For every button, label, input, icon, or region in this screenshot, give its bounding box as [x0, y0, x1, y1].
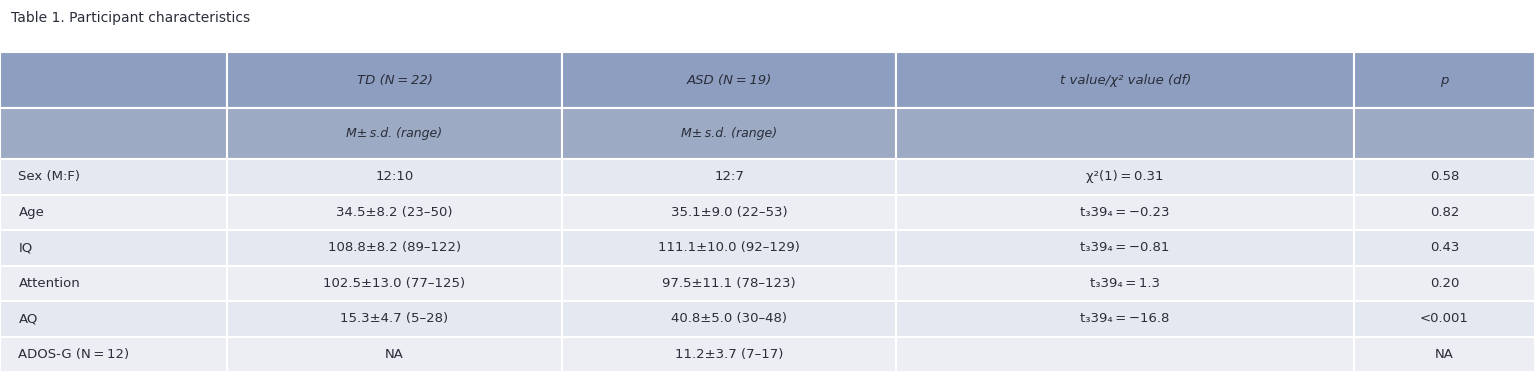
Text: 35.1±9.0 (22–53): 35.1±9.0 (22–53)	[671, 206, 787, 219]
Text: t₃39₄ = 1.3: t₃39₄ = 1.3	[1090, 277, 1160, 290]
Bar	[227, 337, 562, 372]
Text: M± s.d. (range): M± s.d. (range)	[347, 127, 442, 140]
Bar	[227, 159, 562, 195]
Text: 0.43: 0.43	[1429, 241, 1460, 254]
Bar	[0, 108, 227, 159]
Text: <0.001: <0.001	[1420, 312, 1469, 325]
Bar	[1354, 195, 1535, 230]
Text: t₃39₄ = −0.23: t₃39₄ = −0.23	[1081, 206, 1170, 219]
Text: 12:10: 12:10	[376, 170, 413, 183]
Text: t₃39₄ = −0.81: t₃39₄ = −0.81	[1081, 241, 1170, 254]
Text: t₃39₄ = −16.8: t₃39₄ = −16.8	[1081, 312, 1170, 325]
Text: 0.82: 0.82	[1429, 206, 1460, 219]
Bar	[896, 266, 1354, 301]
Bar	[562, 159, 896, 195]
Text: NA: NA	[1435, 348, 1454, 361]
Bar	[0, 301, 227, 337]
Text: Attention: Attention	[18, 277, 80, 290]
Bar	[1354, 301, 1535, 337]
Text: 0.20: 0.20	[1429, 277, 1460, 290]
Bar	[227, 266, 562, 301]
Bar	[227, 108, 562, 159]
Bar	[562, 195, 896, 230]
Text: ASD (N = 19): ASD (N = 19)	[686, 74, 772, 87]
Bar	[1354, 52, 1535, 108]
Bar	[1354, 266, 1535, 301]
Bar	[0, 266, 227, 301]
Bar	[562, 266, 896, 301]
Bar	[896, 195, 1354, 230]
Text: p: p	[1440, 74, 1449, 87]
Bar	[896, 230, 1354, 266]
Text: IQ: IQ	[18, 241, 32, 254]
Bar	[1354, 230, 1535, 266]
Text: 40.8±5.0 (30–48): 40.8±5.0 (30–48)	[671, 312, 787, 325]
Bar	[0, 195, 227, 230]
Bar	[562, 301, 896, 337]
Text: TD (N = 22): TD (N = 22)	[356, 74, 433, 87]
Bar	[227, 52, 562, 108]
Text: χ²(1) = 0.31: χ²(1) = 0.31	[1087, 170, 1164, 183]
Bar	[896, 108, 1354, 159]
Text: 0.58: 0.58	[1429, 170, 1460, 183]
Bar	[896, 159, 1354, 195]
Text: NA: NA	[385, 348, 404, 361]
Text: 15.3±4.7 (5–28): 15.3±4.7 (5–28)	[341, 312, 448, 325]
Bar	[1354, 159, 1535, 195]
Bar	[562, 337, 896, 372]
Text: 102.5±13.0 (77–125): 102.5±13.0 (77–125)	[324, 277, 465, 290]
Text: AQ: AQ	[18, 312, 38, 325]
Bar	[227, 301, 562, 337]
Text: 97.5±11.1 (78–123): 97.5±11.1 (78–123)	[662, 277, 797, 290]
Bar	[896, 337, 1354, 372]
Bar	[0, 52, 227, 108]
Text: 11.2±3.7 (7–17): 11.2±3.7 (7–17)	[675, 348, 783, 361]
Text: Sex (M:F): Sex (M:F)	[18, 170, 80, 183]
Bar	[896, 301, 1354, 337]
Text: M± s.d. (range): M± s.d. (range)	[682, 127, 777, 140]
Text: Table 1. Participant characteristics: Table 1. Participant characteristics	[11, 11, 250, 25]
Text: 111.1±10.0 (92–129): 111.1±10.0 (92–129)	[659, 241, 800, 254]
Bar	[562, 108, 896, 159]
Text: 108.8±8.2 (89–122): 108.8±8.2 (89–122)	[328, 241, 460, 254]
Bar	[1354, 108, 1535, 159]
Bar	[1354, 337, 1535, 372]
Bar	[227, 195, 562, 230]
Bar	[896, 52, 1354, 108]
Bar	[227, 230, 562, 266]
Text: 12:7: 12:7	[714, 170, 744, 183]
Text: Age: Age	[18, 206, 45, 219]
Bar	[562, 230, 896, 266]
Bar	[562, 52, 896, 108]
Text: t value/χ² value (df): t value/χ² value (df)	[1059, 74, 1191, 87]
Text: ADOS-G (N = 12): ADOS-G (N = 12)	[18, 348, 129, 361]
Text: 34.5±8.2 (23–50): 34.5±8.2 (23–50)	[336, 206, 453, 219]
Bar	[0, 337, 227, 372]
Bar	[0, 159, 227, 195]
Bar	[0, 230, 227, 266]
